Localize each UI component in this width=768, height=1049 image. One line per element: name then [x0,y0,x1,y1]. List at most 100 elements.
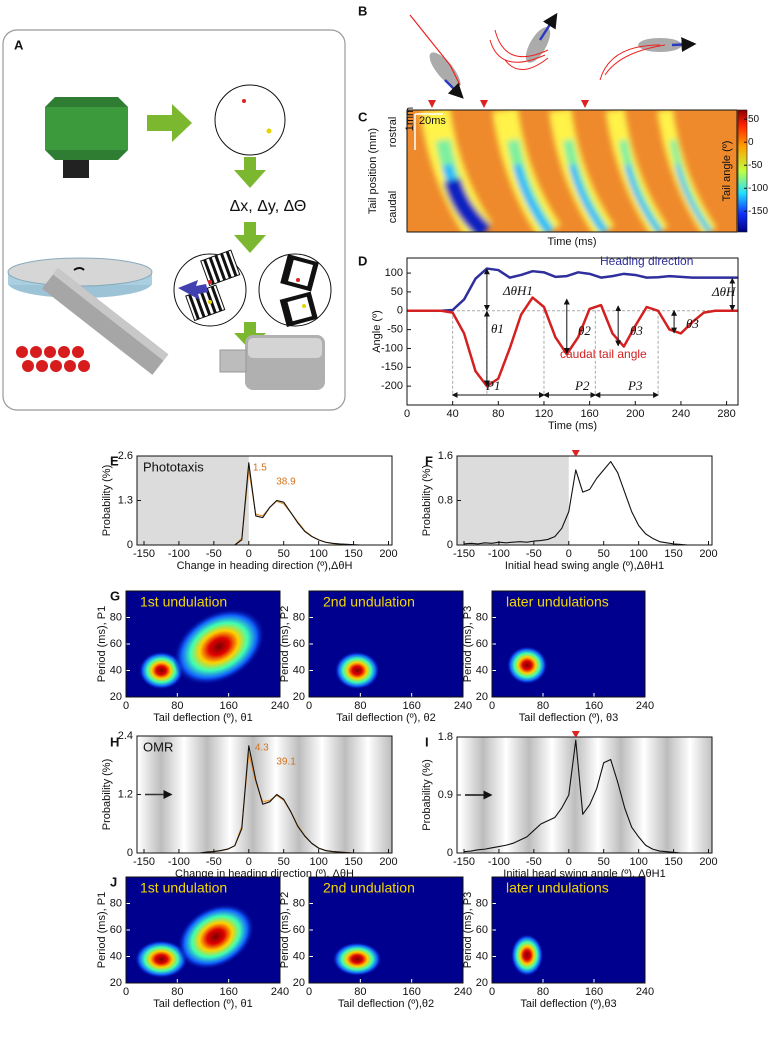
x-tick-label: 80 [492,408,504,420]
x-tick-label: -150 [133,856,155,868]
x-tick-label: 120 [535,408,553,420]
diagram-label: Δx, Δy, ΔΘ [230,198,307,215]
y-tick-label: 40 [476,950,488,962]
annotation: θ2 [578,323,591,338]
x-tick-label: 0 [489,700,495,712]
data-line [407,267,738,313]
annotation: P3 [627,378,643,393]
panel-label: E [110,453,119,468]
annotation: ΔθH1 [502,283,533,298]
tail-waves [420,110,717,232]
data-line [463,461,709,546]
frame [406,109,738,233]
y-tick-label: 80 [293,897,305,909]
y-tick-label: 50 [391,286,403,298]
x-tick-label: 0 [123,986,129,998]
x-tick-label: 0 [246,548,252,560]
data-line [463,739,709,854]
y-label: Period (ms), P2 [279,606,291,682]
shaded-region [137,456,249,545]
x-tick-label: 160 [402,986,420,998]
wave [624,164,663,232]
y-tick-label: 0 [397,305,403,317]
scale-bar-label: 20ms [419,115,446,127]
y-tick-label: 0 [447,539,453,551]
density-blob [506,646,548,685]
x-label: Tail deflection (º),θ3 [520,998,616,1010]
peak-label: 1.5 [253,463,267,474]
frame [308,876,464,984]
panel-label: J [110,874,117,889]
density-blob [134,940,188,979]
y-label: Probability (%) [421,759,433,831]
x-tick-label: -50 [206,548,222,560]
colorbar-tick-label: -50 [748,160,763,171]
panel-title: later undulations [506,594,609,610]
x-tick-label: -100 [488,548,510,560]
y-tick-label: 40 [110,664,122,676]
density-blob [173,608,265,685]
x-tick-label: 240 [271,700,289,712]
colorbar-tick-label: 0 [748,137,754,148]
x-tick-label: 160 [580,408,598,420]
panel-b [409,12,697,108]
x-tick-label: 0 [566,548,572,560]
y-label: Period (ms), P3 [462,606,474,682]
y-tick-label: 0.8 [438,494,453,506]
x-tick-label: 240 [271,986,289,998]
x-tick-label: 100 [629,548,647,560]
x-tick-label: 150 [664,856,682,868]
y-tick-label: 100 [385,267,403,279]
y-tick-label: 20 [293,977,305,989]
frame [136,455,393,546]
frame [491,876,646,984]
y-tick-label: 20 [476,977,488,989]
inset-label: Phototaxis [143,459,204,474]
wave [513,164,554,232]
series-label: Heading direction [600,254,693,268]
y-tick-label: 20 [110,691,122,703]
y-tick-label: 0 [447,847,453,859]
panel-title: later undulations [506,880,609,896]
x-tick-label: -50 [526,856,542,868]
panel-title: 1st undulation [140,880,227,896]
y-tick-label: 20 [293,691,305,703]
panel-label: F [425,453,433,468]
peak-label: 38.9 [276,477,296,488]
annotation: θ3 [686,316,699,331]
panel-a: Δx, Δy, ΔΘ [2,29,346,411]
x-tick-label: -150 [133,548,155,560]
stripe-background [137,736,392,853]
x-tick-label: 80 [537,986,549,998]
y-label: rostral [387,117,399,148]
x-tick-label: 50 [598,548,610,560]
shaded-region [457,456,569,545]
frame [125,590,281,698]
x-tick-label: 0 [306,700,312,712]
y-tick-label: 1.3 [118,494,133,506]
frame [308,590,464,698]
y-tick-label: 60 [293,638,305,650]
frame [456,455,713,546]
x-tick-label: 50 [278,548,290,560]
x-tick-label: 160 [219,700,237,712]
y-label: Period (ms), P1 [96,606,108,682]
inset-label: OMR [143,739,173,754]
x-tick-label: 0 [306,986,312,998]
y-tick-label: 40 [293,950,305,962]
x-tick-label: 160 [402,700,420,712]
x-tick-label: 200 [379,548,397,560]
y-label: Period (ms), P2 [279,892,291,968]
x-tick-label: 150 [664,548,682,560]
panel-label: H [110,734,119,749]
x-tick-label: 100 [309,856,327,868]
y-tick-label: 60 [476,924,488,936]
y-tick-label: 80 [110,897,122,909]
data-line [407,296,738,388]
x-label: Time (ms) [547,236,596,248]
y-label: Probability (%) [101,465,113,537]
x-tick-label: -150 [453,548,475,560]
y-tick-label: 2.6 [118,450,133,462]
x-tick-label: 280 [717,408,735,420]
